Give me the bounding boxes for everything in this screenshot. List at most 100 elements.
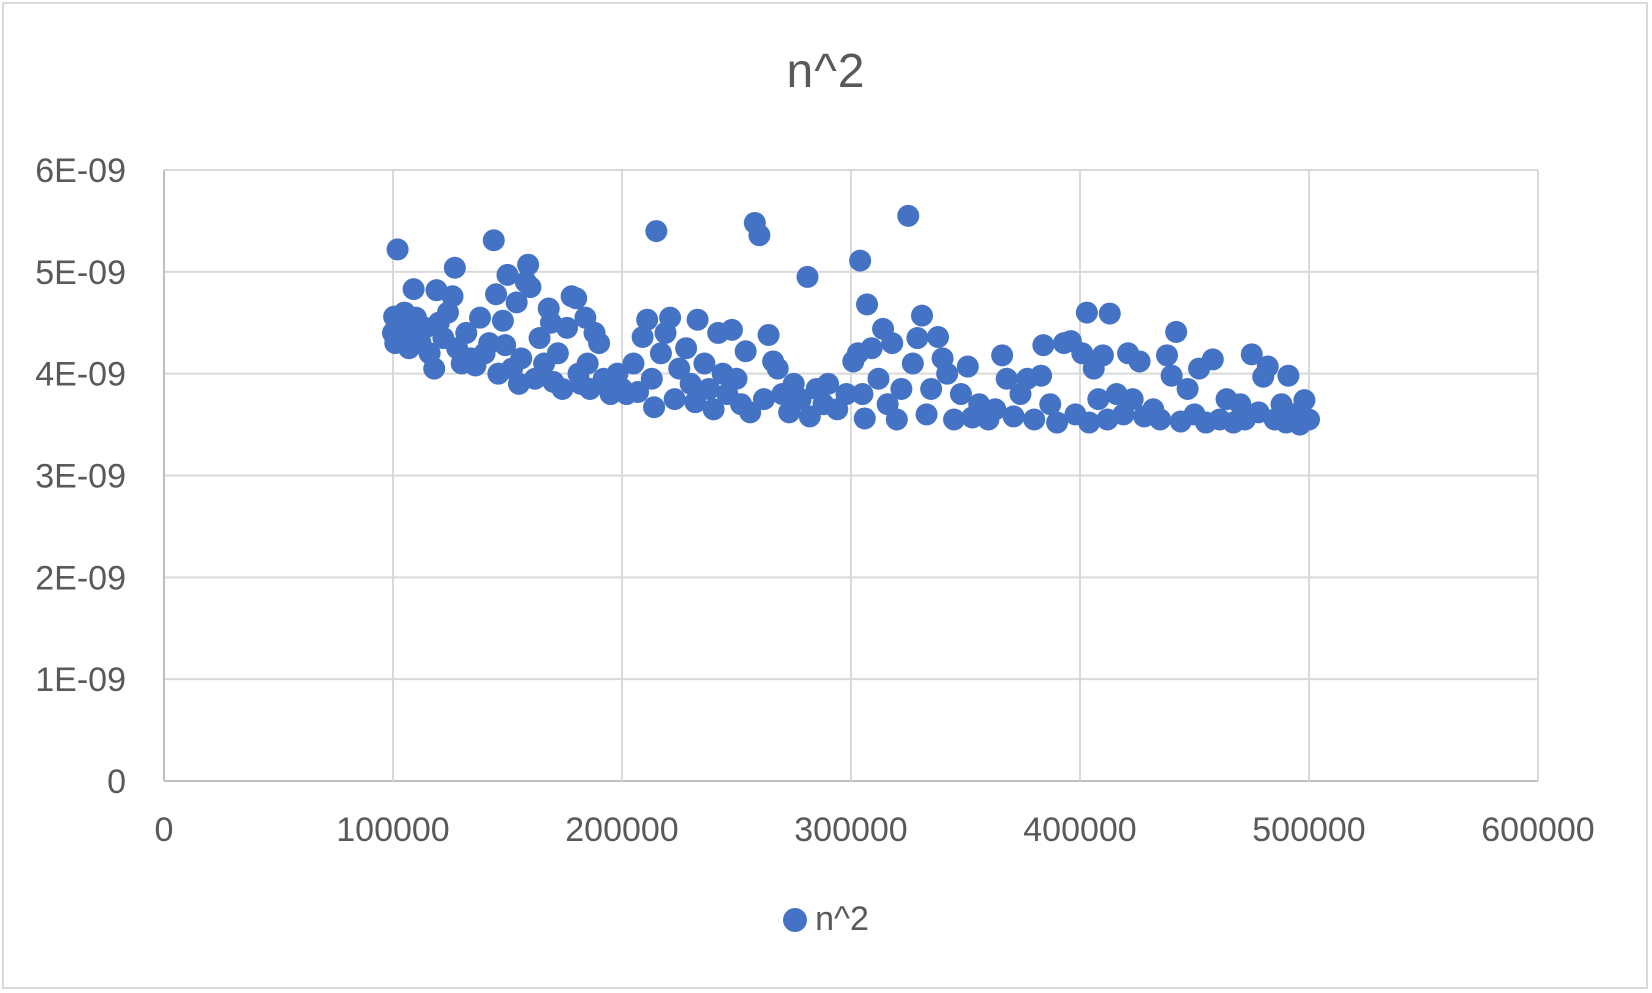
data-point — [1078, 411, 1101, 434]
data-point — [556, 316, 579, 339]
data-point — [482, 229, 505, 252]
data-point — [510, 347, 533, 370]
data-point — [748, 224, 771, 247]
y-tick-label: 2E-09 — [35, 559, 126, 597]
y-tick-label: 5E-09 — [35, 254, 126, 292]
data-point — [1046, 411, 1069, 434]
data-point — [734, 340, 757, 363]
data-point — [906, 327, 929, 350]
data-point — [910, 304, 933, 327]
data-point — [588, 332, 611, 355]
data-point — [675, 337, 698, 360]
data-point — [631, 326, 654, 349]
data-point — [1156, 344, 1179, 367]
data-point — [519, 276, 542, 299]
data-point — [835, 383, 858, 406]
x-tick-label: 600000 — [1481, 811, 1594, 849]
data-point — [663, 388, 686, 411]
data-point — [757, 323, 780, 346]
data-point — [927, 326, 950, 349]
data-point — [576, 352, 599, 375]
data-point — [643, 396, 666, 419]
data-point — [443, 256, 466, 279]
x-tick-label: 200000 — [565, 811, 678, 849]
y-tick-label: 4E-09 — [35, 356, 126, 394]
data-point — [441, 285, 464, 308]
x-tick-label: 0 — [155, 811, 174, 849]
data-point — [1075, 301, 1098, 324]
data-point — [1293, 389, 1316, 412]
data-point — [789, 388, 812, 411]
data-point — [1091, 344, 1114, 367]
data-point — [1071, 342, 1094, 365]
data-point — [853, 407, 876, 430]
data-point — [1176, 377, 1199, 400]
data-point — [796, 265, 819, 288]
data-point — [528, 327, 551, 350]
data-point — [1087, 388, 1110, 411]
data-point — [402, 278, 425, 301]
data-point — [890, 377, 913, 400]
data-point — [649, 342, 672, 365]
data-point — [517, 253, 540, 276]
data-point — [739, 401, 762, 424]
data-point — [686, 308, 709, 331]
legend-label: n^2 — [815, 900, 869, 938]
data-point — [1002, 405, 1025, 428]
data-point — [551, 377, 574, 400]
data-point — [478, 332, 501, 355]
data-point — [885, 408, 908, 431]
data-point — [881, 332, 904, 355]
data-point — [455, 321, 478, 344]
data-point — [817, 372, 840, 395]
data-point — [897, 204, 920, 227]
data-point — [1098, 302, 1121, 325]
data-point — [469, 306, 492, 329]
data-point — [668, 357, 691, 380]
data-point — [636, 308, 659, 331]
data-point — [856, 293, 879, 316]
data-point — [956, 355, 979, 378]
data-point — [679, 372, 702, 395]
data-point — [936, 362, 959, 385]
data-point — [915, 403, 938, 426]
data-point — [496, 263, 519, 286]
data-point — [1149, 408, 1172, 431]
data-point — [1298, 408, 1320, 431]
data-point — [1160, 364, 1183, 387]
data-point — [640, 367, 663, 390]
data-point — [386, 238, 409, 261]
chart-title: n^2 — [786, 45, 866, 98]
y-tick-label: 6E-09 — [35, 152, 126, 190]
data-point — [1023, 408, 1046, 431]
data-point — [1201, 348, 1224, 371]
data-points — [382, 204, 1320, 436]
data-point — [627, 380, 650, 403]
x-tick-label: 100000 — [336, 811, 449, 849]
data-point — [725, 367, 748, 390]
data-point — [698, 377, 721, 400]
data-point — [659, 306, 682, 329]
data-point — [943, 408, 966, 431]
data-point — [485, 283, 508, 306]
data-point — [991, 344, 1014, 367]
data-point — [423, 357, 446, 380]
data-point — [684, 391, 707, 414]
data-point — [901, 352, 924, 375]
data-point — [995, 367, 1018, 390]
data-point — [1032, 334, 1055, 357]
data-point — [851, 383, 874, 406]
y-tick-label: 0 — [107, 763, 126, 801]
data-point — [1030, 364, 1053, 387]
data-point — [766, 357, 789, 380]
data-point — [1128, 350, 1151, 373]
gridlines — [163, 169, 1539, 782]
x-tick-label: 400000 — [1023, 811, 1136, 849]
data-point — [1165, 320, 1188, 343]
data-point — [1121, 388, 1144, 411]
data-point — [949, 383, 972, 406]
data-point — [984, 398, 1007, 421]
axis-tick-labels: 0 1E-09 2E-09 3E-09 4E-09 5E-09 6E-09 0 100000 20… — [35, 152, 1594, 849]
data-point — [505, 291, 528, 314]
